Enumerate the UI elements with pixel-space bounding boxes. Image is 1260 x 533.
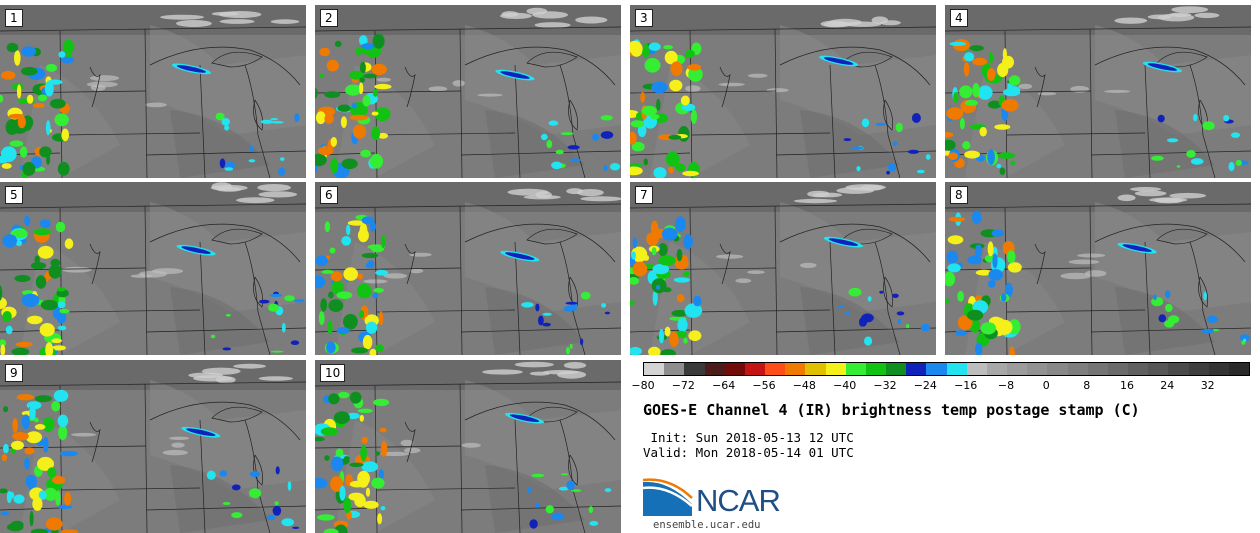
colorbar-tick: 8 [1083, 379, 1091, 392]
init-time: Init: Sun 2018-05-13 12 UTC [643, 430, 854, 445]
ensemble-member-panel: 9 [0, 360, 306, 533]
ensemble-member-panel: 10 [315, 360, 621, 533]
colorbar-segment [926, 363, 947, 375]
satellite-ir-map [630, 5, 936, 178]
member-number-label: 10 [320, 364, 346, 382]
colorbar-segment [805, 363, 826, 375]
satellite-ir-map [315, 182, 621, 355]
satellite-ir-map [0, 360, 306, 533]
colorbar-tick: −32 [873, 379, 897, 392]
satellite-ir-map [315, 360, 621, 533]
ensemble-member-panel: 7 [630, 182, 936, 355]
member-number-label: 6 [320, 186, 338, 204]
ensemble-member-panel: 2 [315, 5, 621, 178]
colorbar-tick-labels: −80 −72 −64 −56 −48 −40 −32 −24 −16 −8 0 8 16 24 32 [631, 379, 1248, 393]
satellite-ir-map [630, 182, 936, 355]
colorbar-segment [946, 363, 967, 375]
colorbar-segment [886, 363, 907, 375]
colorbar [643, 362, 1250, 376]
ensemble-member-panel: 1 [0, 5, 306, 178]
colorbar-segment [1228, 363, 1250, 375]
figure-title: GOES-E Channel 4 (IR) brightness temp po… [643, 401, 1140, 419]
colorbar-segment [1067, 363, 1088, 375]
member-number-label: 9 [5, 364, 23, 382]
ensemble-member-panel: 8 [945, 182, 1251, 355]
colorbar-segment [1128, 363, 1149, 375]
member-number-label: 4 [950, 9, 968, 27]
colorbar-tick: −24 [913, 379, 937, 392]
colorbar-tick: 32 [1200, 379, 1215, 392]
colorbar-segment [906, 363, 927, 375]
colorbar-segment [1208, 363, 1229, 375]
colorbar-segment [1027, 363, 1048, 375]
colorbar-segment [684, 363, 705, 375]
ncar-logo-text: NCAR [696, 483, 781, 518]
colorbar-tick: −16 [954, 379, 978, 392]
satellite-ir-map [315, 5, 621, 178]
colorbar-segment [1148, 363, 1169, 375]
colorbar-segment [1168, 363, 1189, 375]
member-number-label: 7 [635, 186, 653, 204]
valid-time: Valid: Mon 2018-05-14 01 UTC [643, 445, 854, 460]
colorbar-segment [704, 363, 725, 375]
colorbar-segment [825, 363, 846, 375]
colorbar-segment [1087, 363, 1108, 375]
colorbar-segment [986, 363, 1008, 375]
colorbar-tick: 0 [1042, 379, 1050, 392]
member-number-label: 2 [320, 9, 338, 27]
member-number-label: 1 [5, 9, 23, 27]
ensemble-member-panel: 4 [945, 5, 1251, 178]
colorbar-tick: 24 [1160, 379, 1175, 392]
colorbar-tick: −40 [833, 379, 857, 392]
ensemble-member-panel: 3 [630, 5, 936, 178]
ncar-logo-icon [642, 478, 693, 516]
satellite-ir-map [945, 182, 1251, 355]
colorbar-segment [1047, 363, 1068, 375]
colorbar-segment [845, 363, 866, 375]
colorbar-segment [865, 363, 887, 375]
colorbar-segment [724, 363, 745, 375]
colorbar-segment [966, 363, 987, 375]
colorbar-segment [1188, 363, 1209, 375]
colorbar-segment [644, 363, 665, 375]
colorbar-tick: −56 [752, 379, 776, 392]
ensemble-member-panel: 5 [0, 182, 306, 355]
satellite-ir-map [0, 5, 306, 178]
colorbar-tick: −72 [671, 379, 695, 392]
ensemble-member-panel: 6 [315, 182, 621, 355]
satellite-ir-map [0, 182, 306, 355]
colorbar-segment [785, 363, 806, 375]
satellite-ir-map [945, 5, 1251, 178]
website-label: ensemble.ucar.edu [653, 519, 761, 531]
colorbar-segment [664, 363, 685, 375]
colorbar-tick: −80 [631, 379, 655, 392]
colorbar-segment [1107, 363, 1129, 375]
member-number-label: 5 [5, 186, 23, 204]
member-number-label: 3 [635, 9, 653, 27]
member-number-label: 8 [950, 186, 968, 204]
colorbar-segment [1007, 363, 1028, 375]
colorbar-segment [744, 363, 766, 375]
colorbar-tick: −48 [792, 379, 816, 392]
colorbar-tick: −8 [997, 379, 1015, 392]
colorbar-tick: 16 [1120, 379, 1134, 392]
colorbar-tick: −64 [712, 379, 736, 392]
colorbar-segment [765, 363, 786, 375]
